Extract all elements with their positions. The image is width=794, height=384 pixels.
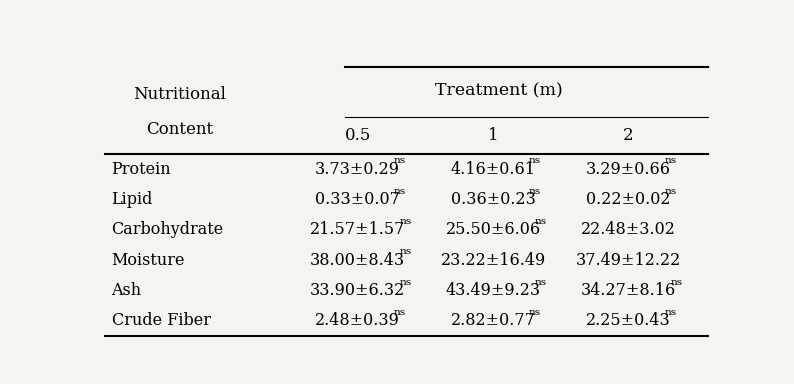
Text: Lipid: Lipid [111,191,153,208]
Text: 3.73±0.29: 3.73±0.29 [315,161,400,178]
Text: ns: ns [399,247,411,256]
Text: ns: ns [529,187,541,196]
Text: 0.36±0.23: 0.36±0.23 [451,191,535,208]
Text: ns: ns [664,308,676,317]
Text: ns: ns [664,187,676,196]
Text: Moisture: Moisture [111,252,185,268]
Text: Crude Fiber: Crude Fiber [111,312,210,329]
Text: ns: ns [393,156,406,166]
Text: ns: ns [670,278,682,286]
Text: 2.82±0.77: 2.82±0.77 [451,312,535,329]
Text: ns: ns [535,278,547,286]
Text: ns: ns [529,308,541,317]
Text: Nutritional: Nutritional [133,86,225,103]
Text: 23.22±16.49: 23.22±16.49 [441,252,545,268]
Text: Carbohydrate: Carbohydrate [111,221,224,238]
Text: 2.25±0.43: 2.25±0.43 [586,312,671,329]
Text: ns: ns [529,156,541,166]
Text: 2.48±0.39: 2.48±0.39 [315,312,400,329]
Text: Protein: Protein [111,161,172,178]
Text: 0.33±0.07: 0.33±0.07 [315,191,400,208]
Text: ns: ns [393,308,406,317]
Text: Treatment (m): Treatment (m) [435,82,563,99]
Text: 4.16±0.61: 4.16±0.61 [450,161,536,178]
Text: 2: 2 [623,127,634,144]
Text: 25.50±6.06: 25.50±6.06 [445,221,541,238]
Text: 37.49±12.22: 37.49±12.22 [576,252,681,268]
Text: ns: ns [399,278,411,286]
Text: ns: ns [535,217,547,226]
Text: 0.5: 0.5 [345,127,371,144]
Text: ns: ns [399,217,411,226]
Text: 22.48±3.02: 22.48±3.02 [581,221,676,238]
Text: 0.22±0.02: 0.22±0.02 [586,191,671,208]
Text: ns: ns [664,156,676,166]
Text: 33.90±6.32: 33.90±6.32 [310,282,405,299]
Text: ns: ns [393,187,406,196]
Text: Content: Content [145,121,213,138]
Text: Ash: Ash [111,282,141,299]
Text: 21.57±1.57: 21.57±1.57 [310,221,406,238]
Text: 34.27±8.16: 34.27±8.16 [581,282,676,299]
Text: 3.29±0.66: 3.29±0.66 [586,161,671,178]
Text: 38.00±8.43: 38.00±8.43 [310,252,405,268]
Text: 1: 1 [488,127,499,144]
Text: 43.49±9.23: 43.49±9.23 [445,282,541,299]
